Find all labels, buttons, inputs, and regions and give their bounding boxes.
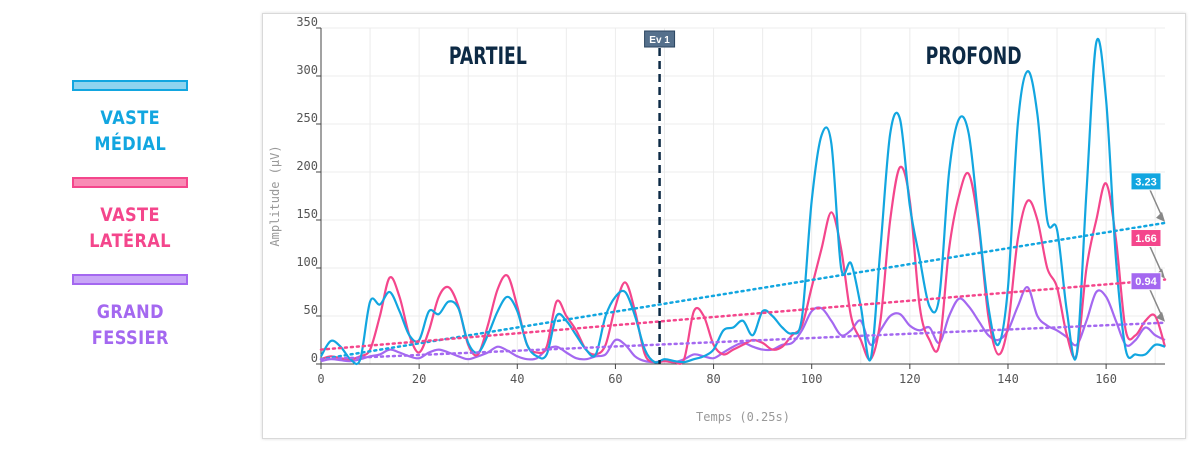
x-tick-label: 40 <box>510 372 524 386</box>
x-tick-label: 60 <box>608 372 622 386</box>
legend-label: VASTE LATÉRAL <box>89 204 171 252</box>
trend-value-label: 3.23 <box>1135 176 1156 188</box>
trend-line <box>319 278 1167 351</box>
x-tick-label: 140 <box>997 372 1019 386</box>
region-label: PROFOND <box>926 42 1022 70</box>
y-tick-label: 250 <box>296 111 318 125</box>
series-line <box>320 165 1167 365</box>
x-tick-label: 160 <box>1095 372 1117 386</box>
legend-swatch <box>72 177 188 188</box>
trend-value-box <box>1130 272 1162 291</box>
series-line <box>320 37 1166 366</box>
trend-line <box>319 321 1167 361</box>
legend-swatch <box>72 80 188 91</box>
y-tick-label: 100 <box>296 255 318 269</box>
y-axis-title: Amplitude (µV) <box>268 145 282 246</box>
trend-value-label: 1.66 <box>1135 233 1156 245</box>
chart-panel: 0 50 100 150 200 250 300 350 0 20 40 60 80 100 120 140 1… <box>262 13 1186 439</box>
legend-label: GRAND FESSIER <box>91 301 169 349</box>
trend-pointer-arrow-icon <box>1156 211 1165 222</box>
x-tick-label: 120 <box>899 372 921 386</box>
x-tick-label: 100 <box>801 372 823 386</box>
legend-item-vaste-medial: VASTE MÉDIAL <box>55 80 205 157</box>
legend: VASTE MÉDIAL VASTE LATÉRAL GRAND FESSIER <box>55 80 205 371</box>
legend-swatch <box>72 274 188 285</box>
y-tick-label: 200 <box>296 159 318 173</box>
trend-value-box <box>1130 229 1162 248</box>
series-line <box>320 286 1166 364</box>
legend-item-grand-fessier: GRAND FESSIER <box>55 274 205 351</box>
legend-item-vaste-lateral: VASTE LATÉRAL <box>55 177 205 254</box>
y-tick-label: 150 <box>296 207 318 221</box>
y-tick-label: 0 <box>311 351 318 365</box>
x-tick-label: 80 <box>706 372 720 386</box>
y-tick-label: 300 <box>296 63 318 77</box>
x-axis-title: Temps (0.25s) <box>696 410 790 424</box>
event-marker-label: Ev 1 <box>649 35 670 46</box>
trend-value-label: 0.94 <box>1135 276 1157 288</box>
trend-line <box>319 221 1167 361</box>
legend-label: VASTE MÉDIAL <box>94 107 166 155</box>
event-marker-box <box>644 30 676 48</box>
y-tick-label: 50 <box>304 303 318 317</box>
trend-value-box <box>1130 172 1162 191</box>
emg-line-chart: 0 50 100 150 200 250 300 350 0 20 40 60 80 100 120 140 1… <box>268 15 1167 424</box>
y-tick-label: 350 <box>296 15 318 29</box>
region-label: PARTIEL <box>449 42 527 70</box>
trend-pointer-arrow-icon <box>1156 311 1165 322</box>
x-tick-label: 20 <box>412 372 426 386</box>
x-tick-label: 0 <box>317 372 324 386</box>
